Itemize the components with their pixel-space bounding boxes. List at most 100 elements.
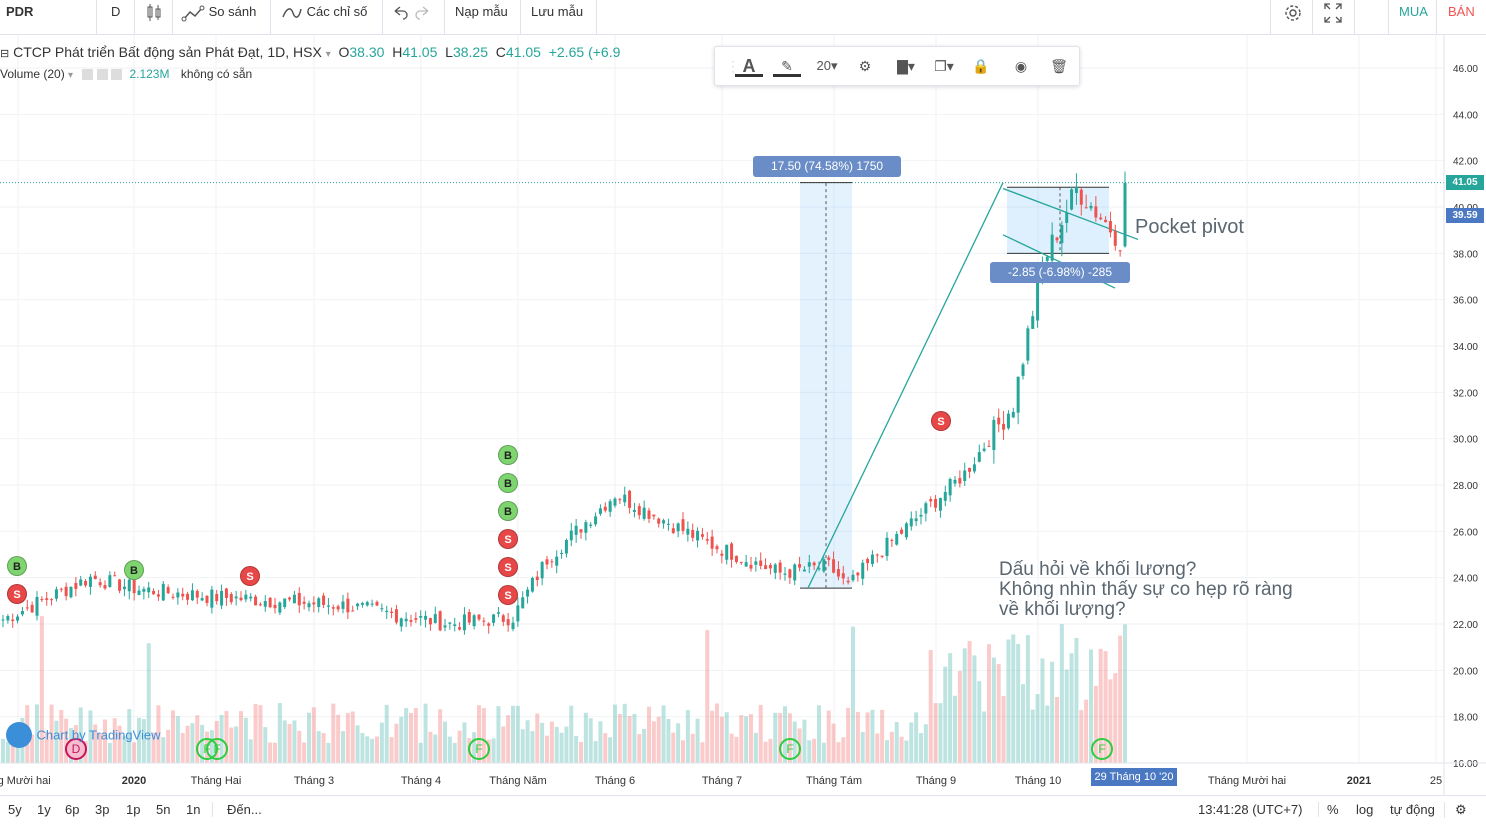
load-template-button[interactable]: Nạp mẫu bbox=[444, 0, 508, 34]
chevron-down-icon[interactable]: ▾ bbox=[325, 49, 331, 60]
candle-body bbox=[691, 529, 695, 538]
collapse-icon[interactable]: ⊟ bbox=[0, 48, 10, 60]
volume-bar bbox=[928, 650, 933, 763]
fullscreen-button[interactable] bbox=[1312, 0, 1343, 34]
volume-bar bbox=[647, 706, 651, 763]
gear-icon[interactable]: ⚙ bbox=[1444, 802, 1467, 818]
volume-bar bbox=[107, 742, 112, 763]
sell-signal[interactable]: S bbox=[498, 557, 518, 577]
buy-signal[interactable]: B bbox=[498, 501, 518, 521]
chart-type-button[interactable] bbox=[134, 0, 163, 34]
sell-signal[interactable]: S bbox=[240, 566, 260, 586]
trash-icon[interactable]: 🗑 bbox=[1050, 58, 1068, 74]
volume-bar bbox=[117, 725, 122, 763]
volume-bar bbox=[78, 707, 83, 763]
drag-handle-icon[interactable]: ⋮ bbox=[726, 58, 740, 74]
price-axis[interactable]: 16.00 18.00 20.00 22.00 24.00 26.00 28.00 30.00… bbox=[1443, 35, 1478, 795]
volume-bar bbox=[161, 737, 166, 763]
candle-body bbox=[1094, 206, 1098, 218]
volume-bar bbox=[326, 742, 331, 763]
template-icon[interactable]: ▇▾ bbox=[897, 58, 915, 74]
volume-bar bbox=[715, 703, 719, 763]
volume-chevron-icon[interactable]: ▾ bbox=[68, 70, 74, 81]
eye-visibility-icon[interactable]: ◉ bbox=[1014, 58, 1028, 74]
goto-date-button[interactable]: Đến... bbox=[212, 802, 262, 817]
lock-icon[interactable]: 🔒 bbox=[972, 58, 990, 74]
settings-small-icon[interactable] bbox=[96, 69, 108, 81]
volume-bar bbox=[59, 709, 64, 763]
eye-icon[interactable] bbox=[82, 69, 94, 81]
sell-signal[interactable]: S bbox=[498, 529, 518, 549]
range-6p[interactable]: 6p bbox=[65, 802, 80, 817]
time-axis[interactable]: áng Mười hai 2020 Tháng Hai Tháng 3 Tháng 4 T… bbox=[0, 762, 1486, 787]
volume-bar bbox=[753, 732, 758, 763]
volume-bar bbox=[1040, 658, 1045, 763]
range-1n[interactable]: 1n bbox=[186, 802, 201, 817]
percent-toggle[interactable]: % bbox=[1318, 802, 1339, 817]
volume-question-note[interactable]: Dấu hỏi về khối lương? Không nhìn thấy s… bbox=[999, 560, 1293, 620]
tradingview-watermark[interactable]: Chart by TradingView bbox=[6, 722, 161, 748]
buy-button[interactable]: MUA bbox=[1388, 0, 1428, 34]
candle-body bbox=[258, 604, 262, 606]
indicators-button[interactable]: Các chỉ số bbox=[270, 0, 367, 34]
volume-bar bbox=[311, 707, 316, 763]
range-1p[interactable]: 1p bbox=[126, 802, 141, 817]
range-5n[interactable]: 5n bbox=[156, 802, 171, 817]
clock[interactable]: 13:41:28 (UTC+7) bbox=[1198, 802, 1303, 817]
remove-icon[interactable] bbox=[111, 69, 123, 81]
buy-signal[interactable]: B bbox=[498, 473, 518, 493]
financial-marker[interactable]: F bbox=[779, 738, 801, 760]
series-legend: ⊟ CTCP Phát triển Bất động sản Phát Đạt,… bbox=[0, 44, 620, 60]
volume-bar bbox=[1113, 673, 1118, 763]
range-5y[interactable]: 5y bbox=[8, 802, 22, 817]
interval-button[interactable]: D bbox=[96, 0, 120, 34]
log-toggle[interactable]: log bbox=[1356, 802, 1374, 817]
candle-body bbox=[953, 479, 957, 484]
buy-signal[interactable]: B bbox=[124, 560, 144, 580]
financial-marker[interactable]: F bbox=[468, 738, 490, 760]
compare-button[interactable]: So sánh bbox=[172, 0, 256, 34]
sell-signal[interactable]: S bbox=[7, 584, 27, 604]
volume-label[interactable]: Volume (20) bbox=[0, 67, 65, 81]
dividend-marker[interactable]: D bbox=[65, 738, 87, 760]
volume-bar bbox=[613, 704, 617, 763]
volume-bar bbox=[729, 733, 734, 763]
volume-bar bbox=[622, 703, 627, 763]
clone-icon[interactable]: ❐▾ bbox=[934, 58, 954, 74]
pocket-pivot-note[interactable]: Pocket pivot bbox=[1135, 216, 1244, 238]
text-color-icon[interactable]: A bbox=[735, 55, 763, 77]
range-3p[interactable]: 3p bbox=[95, 802, 110, 817]
price-chart[interactable]: 16.00 18.00 20.00 22.00 24.00 26.00 28.00 30.00… bbox=[0, 35, 1486, 795]
volume-bar bbox=[598, 721, 603, 763]
buy-signal[interactable]: B bbox=[7, 556, 27, 576]
candle-body bbox=[64, 586, 68, 597]
measure-label-2[interactable]: -2.85 (-6.98%) -285 bbox=[990, 262, 1130, 283]
volume-bar bbox=[292, 720, 297, 763]
symbol-input[interactable]: PDR bbox=[6, 4, 34, 19]
settings-button[interactable] bbox=[1270, 0, 1303, 34]
sell-button[interactable]: BÁN bbox=[1436, 0, 1475, 34]
pencil-icon[interactable]: ✎ bbox=[773, 55, 801, 77]
measure-label-1[interactable]: 17.50 (74.58%) 1750 bbox=[753, 156, 901, 177]
candle-body bbox=[30, 604, 34, 613]
candle-body bbox=[934, 498, 938, 508]
auto-toggle[interactable]: tự động bbox=[1390, 802, 1435, 817]
candle-body bbox=[424, 615, 428, 620]
line-width-select[interactable]: 20▾ bbox=[816, 58, 838, 73]
volume-bar bbox=[1108, 679, 1113, 763]
financial-marker[interactable]: F bbox=[1091, 738, 1113, 760]
buy-signal[interactable]: B bbox=[498, 445, 518, 465]
save-template-button[interactable]: Lưu mẫu bbox=[520, 0, 583, 34]
volume-bar bbox=[447, 736, 452, 763]
volume-bar bbox=[608, 737, 613, 763]
volume-bar bbox=[943, 666, 948, 763]
redo-button[interactable] bbox=[414, 0, 432, 34]
series-title[interactable]: CTCP Phát triển Bất động sản Phát Đạt, 1… bbox=[13, 44, 322, 60]
sell-signal[interactable]: S bbox=[931, 411, 951, 431]
range-1y[interactable]: 1y bbox=[37, 802, 51, 817]
undo-button[interactable] bbox=[382, 0, 409, 34]
gear-icon[interactable]: ⚙ bbox=[858, 58, 872, 74]
financial-marker[interactable]: F bbox=[206, 738, 228, 760]
sell-signal[interactable]: S bbox=[498, 585, 518, 605]
volume-bar bbox=[501, 726, 506, 763]
